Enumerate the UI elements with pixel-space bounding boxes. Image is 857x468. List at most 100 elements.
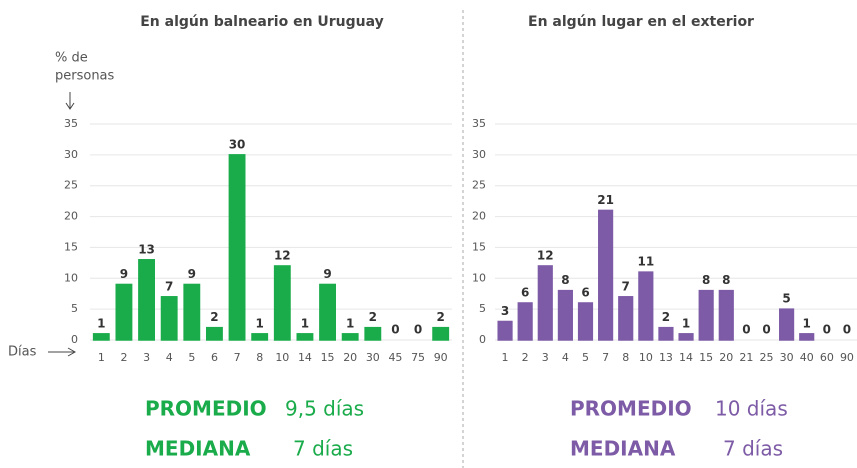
y-tick-label: 5	[479, 302, 486, 315]
bar	[183, 283, 201, 341]
x-tick-label: 15	[699, 351, 713, 364]
bar	[432, 326, 450, 341]
y-tick-label: 20	[64, 210, 78, 223]
x-tick-label: 30	[366, 351, 380, 364]
y-tick-label: 25	[64, 179, 78, 192]
x-arrow	[48, 347, 77, 357]
data-label: 8	[561, 273, 569, 287]
y-arrow	[65, 92, 75, 110]
y-tick-label: 0	[479, 333, 486, 346]
data-label: 7	[165, 279, 173, 293]
data-label: 1	[682, 316, 690, 330]
y-tick-label: 10	[472, 271, 486, 284]
bar	[138, 259, 156, 341]
chart-title: En algún lugar en el exterior	[528, 14, 754, 30]
x-tick-label: 21	[739, 351, 753, 364]
data-label: 11	[637, 255, 654, 269]
data-label: 9	[188, 267, 196, 281]
stat-value: 10 días	[715, 397, 788, 421]
x-tick-label: 8	[622, 351, 629, 364]
x-tick-label: 30	[780, 351, 794, 364]
bar	[678, 333, 694, 341]
data-label: 12	[537, 248, 554, 262]
x-tick-label: 90	[434, 351, 448, 364]
x-tick-label: 7	[234, 351, 241, 364]
y-tick-label: 30	[64, 148, 78, 161]
bar	[273, 265, 291, 341]
data-label: 0	[414, 323, 422, 337]
bar	[557, 289, 573, 341]
x-tick-label: 10	[275, 351, 289, 364]
y-tick-label: 30	[472, 148, 486, 161]
data-label: 5	[782, 292, 790, 306]
chart-title: En algún balneario en Uruguay	[140, 14, 384, 30]
bar	[160, 296, 178, 341]
bar	[205, 326, 223, 341]
y-tick-label: 15	[64, 240, 78, 253]
bar	[319, 283, 337, 341]
data-label: 1	[97, 316, 105, 330]
data-label: 30	[229, 137, 246, 151]
data-label: 12	[274, 248, 291, 262]
bar	[364, 326, 382, 341]
stat-value: 7 días	[723, 437, 783, 461]
bar	[296, 333, 314, 341]
x-axis-label: Días	[8, 345, 37, 360]
data-label: 3	[501, 304, 509, 318]
bar	[115, 283, 133, 341]
bar	[779, 308, 795, 341]
data-label: 2	[662, 310, 670, 324]
x-tick-label: 14	[679, 351, 693, 364]
y-tick-label: 35	[64, 117, 78, 130]
x-tick-label: 4	[562, 351, 569, 364]
bar	[638, 271, 654, 341]
x-tick-label: 20	[343, 351, 357, 364]
x-tick-label: 13	[659, 351, 673, 364]
y-tick-label: 25	[472, 179, 486, 192]
data-label: 9	[323, 267, 331, 281]
y-tick-label: 15	[472, 240, 486, 253]
data-label: 1	[256, 316, 264, 330]
bar	[341, 333, 359, 341]
data-label: 9	[120, 267, 128, 281]
bar	[251, 333, 269, 341]
bar	[577, 302, 594, 341]
y-axis-label: personas	[55, 69, 115, 84]
data-label: 0	[823, 323, 831, 337]
stat-label: PROMEDIO	[145, 397, 267, 421]
bar	[618, 296, 634, 341]
x-tick-label: 3	[542, 351, 549, 364]
x-tick-label: 8	[256, 351, 263, 364]
x-tick-label: 5	[582, 351, 589, 364]
data-label: 1	[346, 316, 354, 330]
x-tick-label: 25	[760, 351, 774, 364]
x-tick-label: 20	[719, 351, 733, 364]
stat-value: 9,5 días	[285, 397, 364, 421]
x-tick-label: 1	[502, 351, 509, 364]
data-label: 0	[843, 323, 851, 337]
stat-label: MEDIANA	[145, 437, 251, 461]
data-label: 0	[762, 323, 770, 337]
y-tick-label: 10	[64, 271, 78, 284]
x-tick-label: 5	[188, 351, 195, 364]
bar	[92, 333, 110, 341]
x-tick-label: 90	[840, 351, 854, 364]
x-tick-label: 3	[143, 351, 150, 364]
bar	[228, 154, 246, 341]
y-tick-label: 0	[71, 333, 78, 346]
data-label: 0	[742, 323, 750, 337]
bar	[598, 209, 614, 341]
bar	[698, 289, 714, 341]
x-tick-label: 2	[120, 351, 127, 364]
bar	[537, 265, 553, 341]
bar	[497, 320, 513, 341]
data-label: 21	[597, 193, 614, 207]
data-label: 13	[138, 242, 155, 256]
y-tick-label: 20	[472, 210, 486, 223]
data-label: 2	[437, 310, 445, 324]
x-tick-label: 45	[388, 351, 402, 364]
data-label: 2	[369, 310, 377, 324]
data-label: 8	[722, 273, 730, 287]
x-tick-label: 10	[639, 351, 653, 364]
